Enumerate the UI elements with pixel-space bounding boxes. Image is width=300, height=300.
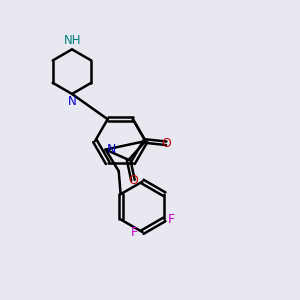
Text: N: N [107,143,116,156]
Text: O: O [128,174,138,187]
Text: O: O [161,137,171,150]
Text: F: F [167,213,175,226]
Text: NH: NH [64,34,81,47]
Text: F: F [131,226,138,238]
Text: N: N [68,95,76,108]
